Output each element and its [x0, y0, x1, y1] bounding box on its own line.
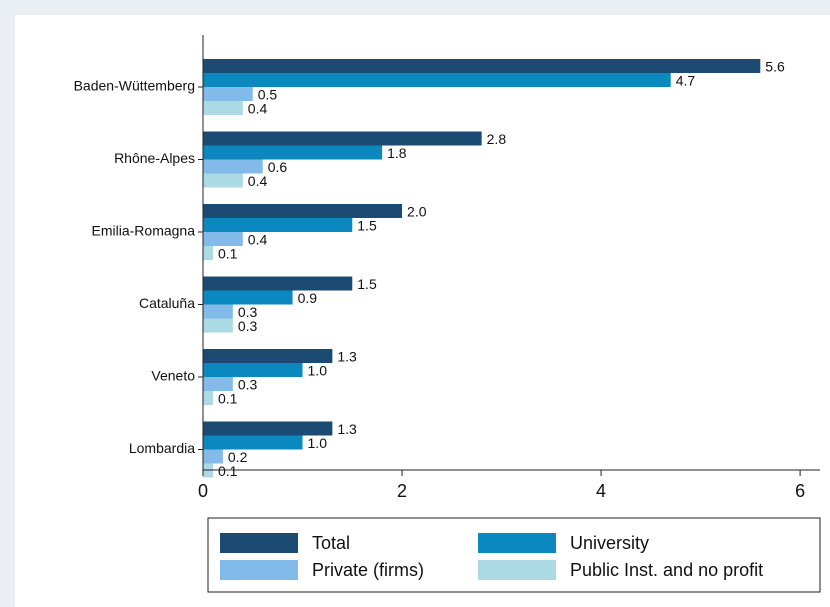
x-tick-label: 4: [596, 481, 606, 501]
value-label: 2.8: [487, 131, 507, 147]
bar: [203, 276, 353, 291]
value-label: 0.1: [218, 246, 238, 262]
legend-label: Private (firms): [312, 560, 424, 580]
value-label: 0.1: [218, 463, 238, 479]
bar: [203, 304, 233, 319]
y-tick-label: Baden-Wüttemberg: [74, 78, 195, 94]
bar: [203, 204, 403, 218]
bar: [203, 391, 213, 405]
legend-swatch: [220, 560, 298, 580]
bar: [203, 349, 333, 363]
y-tick-label: Emilia-Romagna: [92, 223, 196, 239]
bar: [203, 101, 243, 115]
bar: [203, 246, 213, 260]
legend-swatch: [478, 533, 556, 553]
bar: [203, 131, 482, 146]
value-label: 1.5: [357, 276, 377, 292]
value-label: 4.7: [676, 73, 696, 89]
value-label: 1.5: [357, 218, 377, 234]
x-tick-label: 6: [795, 481, 805, 501]
value-label: 0.3: [238, 304, 258, 320]
value-label: 2.0: [407, 204, 427, 220]
value-label: 0.1: [218, 391, 238, 407]
value-label: 0.4: [248, 232, 268, 248]
bar: [203, 363, 303, 377]
legend-swatch: [478, 560, 556, 580]
value-label: 0.3: [238, 318, 258, 334]
value-label: 1.3: [337, 421, 357, 437]
plot-background: [15, 15, 830, 607]
y-tick-label: Veneto: [151, 368, 195, 384]
bar: [203, 87, 253, 101]
value-label: 0.4: [248, 173, 268, 189]
value-label: 1.0: [308, 435, 328, 451]
value-label: 1.3: [337, 349, 357, 365]
value-label: 0.2: [228, 449, 248, 465]
x-tick-label: 0: [198, 481, 208, 501]
bar: [203, 377, 233, 391]
legend-label: Public Inst. and no profit: [570, 560, 763, 580]
bar: [203, 59, 761, 73]
bar: [203, 173, 243, 188]
legend-label: Total: [312, 533, 350, 553]
bar: [203, 73, 671, 87]
legend-swatch: [220, 533, 298, 553]
value-label: 0.4: [248, 101, 268, 117]
bar: [203, 290, 293, 305]
bar: [203, 318, 233, 333]
bar: [203, 232, 243, 246]
value-label: 0.6: [268, 159, 288, 175]
bar: [203, 159, 263, 174]
value-label: 0.3: [238, 377, 258, 393]
value-label: 5.6: [765, 59, 785, 75]
bar: [203, 449, 223, 464]
value-label: 1.0: [308, 363, 328, 379]
y-tick-label: Rhône-Alpes: [114, 150, 195, 166]
x-tick-label: 2: [397, 481, 407, 501]
legend-box: [207, 517, 821, 593]
y-tick-label: Lombardia: [129, 440, 195, 456]
bar: [203, 435, 303, 450]
y-tick-label: Cataluña: [139, 295, 195, 311]
legend-label: University: [570, 533, 649, 553]
value-label: 0.9: [298, 290, 318, 306]
value-label: 0.5: [258, 87, 278, 103]
bar: [203, 145, 383, 160]
bar: [203, 421, 333, 436]
bar: [203, 218, 353, 232]
value-label: 1.8: [387, 145, 407, 161]
